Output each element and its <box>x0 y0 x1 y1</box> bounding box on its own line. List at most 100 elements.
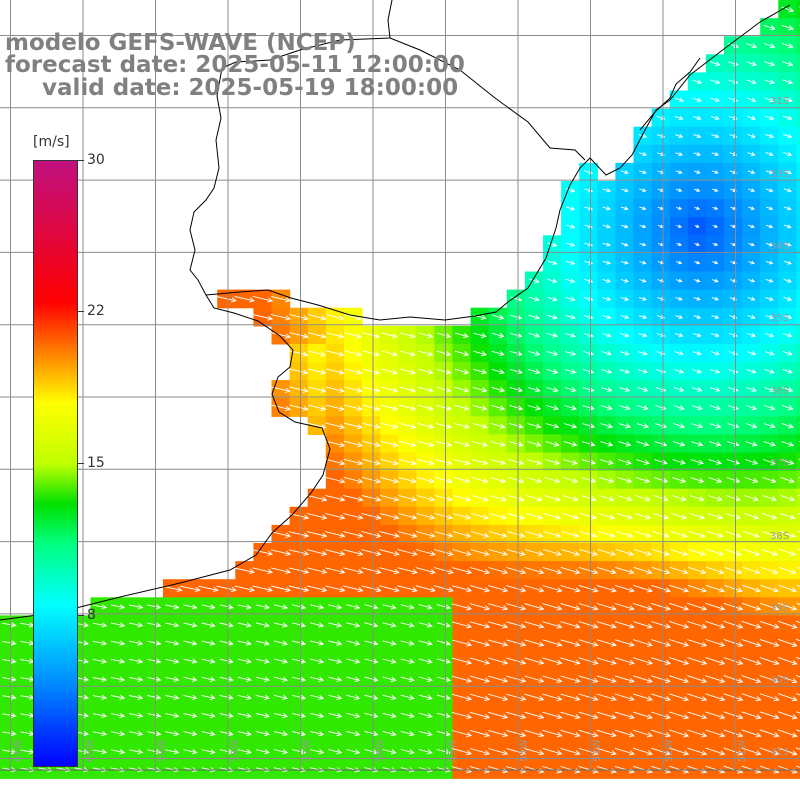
wind-arrow <box>602 260 611 265</box>
wind-arrow <box>129 730 144 737</box>
wind-arrow <box>288 531 310 538</box>
wind-arrow <box>528 350 541 356</box>
wind-arrow <box>670 530 688 538</box>
wind-arrow <box>237 749 252 755</box>
wind-arrow <box>165 640 180 646</box>
wind-arrow <box>110 676 126 682</box>
wind-arrow <box>470 513 490 520</box>
wind-arrow <box>255 640 270 646</box>
wind-arrow <box>183 640 198 646</box>
wind-arrow <box>382 749 397 755</box>
wind-arrow <box>687 711 708 720</box>
wind-arrow <box>578 729 599 738</box>
wind-arrow <box>509 386 524 393</box>
wind-arrow <box>778 566 797 575</box>
wind-arrow <box>237 622 252 628</box>
wind-arrow <box>689 513 706 520</box>
wind-speed-cell <box>796 0 800 19</box>
wind-arrow <box>782 97 793 103</box>
wind-arrow <box>435 476 453 484</box>
wind-arrow <box>165 749 180 755</box>
wind-arrow <box>488 729 509 738</box>
wind-arrow <box>436 730 451 737</box>
border-brazil-uruguay <box>389 37 586 161</box>
wind-arrow <box>759 675 780 684</box>
wind-arrow <box>745 423 758 429</box>
wind-arrow <box>147 676 162 682</box>
wind-arrow <box>723 711 744 720</box>
wind-arrow <box>742 566 761 575</box>
wind-arrow <box>307 332 327 339</box>
wind-speed-cell <box>796 199 800 218</box>
wind-arrow <box>547 242 558 247</box>
wind-arrow <box>415 567 436 575</box>
wind-arrow <box>748 206 755 211</box>
wind-arrow <box>291 731 307 737</box>
wind-arrow <box>129 676 144 682</box>
wind-arrow <box>506 585 527 593</box>
wind-arrow <box>452 531 472 538</box>
wind-arrow <box>560 675 581 683</box>
wind-arrow <box>528 368 541 375</box>
wind-arrow <box>601 369 613 374</box>
wind-arrow <box>379 513 400 520</box>
wind-arrow <box>560 585 581 593</box>
wind-arrow <box>614 675 635 683</box>
wind-arrow <box>110 712 126 719</box>
wind-arrow <box>759 620 780 629</box>
wind-arrow <box>325 549 346 556</box>
wind-arrow <box>379 494 400 502</box>
wind-arrow <box>674 351 684 356</box>
wind-arrow <box>92 694 108 700</box>
wind-arrow <box>165 658 180 664</box>
wind-arrow <box>307 368 327 375</box>
wind-arrow <box>560 729 581 738</box>
wind-arrow <box>453 495 471 502</box>
wind-arrow <box>741 657 762 665</box>
wind-arrows <box>2 6 800 774</box>
wind-arrow <box>344 368 363 375</box>
wind-arrow <box>397 549 418 557</box>
wind-arrow <box>795 638 800 642</box>
wind-arrow <box>418 622 433 628</box>
wind-arrow <box>490 404 506 411</box>
wind-arrow <box>783 278 792 283</box>
wind-arrow <box>578 603 599 611</box>
wind-arrow <box>560 747 581 756</box>
wind-arrow <box>436 350 452 357</box>
wind-arrow <box>744 495 759 502</box>
wind-arrow <box>362 440 381 448</box>
wind-arrow <box>418 640 433 646</box>
wind-arrow <box>325 386 345 393</box>
wind-arrow <box>711 296 720 301</box>
wind-arrow <box>490 441 506 447</box>
wind-arrow <box>562 513 580 520</box>
wind-speed-cell <box>796 271 800 291</box>
wind-arrow <box>687 657 708 665</box>
lon-label: 55W <box>447 739 458 762</box>
wind-arrow <box>669 711 690 720</box>
wind-arrow <box>129 640 144 646</box>
lon-label: 59W <box>157 739 168 762</box>
wind-arrow <box>469 693 491 701</box>
wind-arrow <box>639 260 647 265</box>
wind-arrow <box>563 423 578 429</box>
wind-speed-cell <box>796 217 800 236</box>
wind-arrow <box>271 314 291 321</box>
wind-arrow <box>725 530 742 538</box>
wind-arrow <box>307 386 327 393</box>
wind-arrow <box>759 602 780 611</box>
wind-arrow <box>542 639 563 647</box>
wind-speed-cell <box>796 615 800 635</box>
wind-arrow <box>747 332 757 338</box>
wind-arrow <box>436 332 452 339</box>
wind-arrow <box>690 477 705 483</box>
wind-arrow <box>596 747 617 756</box>
wind-arrow <box>637 387 649 392</box>
wind-arrow <box>399 350 416 357</box>
wind-arrow <box>596 729 617 738</box>
wind-arrow <box>746 97 757 103</box>
wind-arrow <box>310 622 325 628</box>
wind-arrow <box>310 676 325 682</box>
wind-arrow <box>602 314 612 320</box>
